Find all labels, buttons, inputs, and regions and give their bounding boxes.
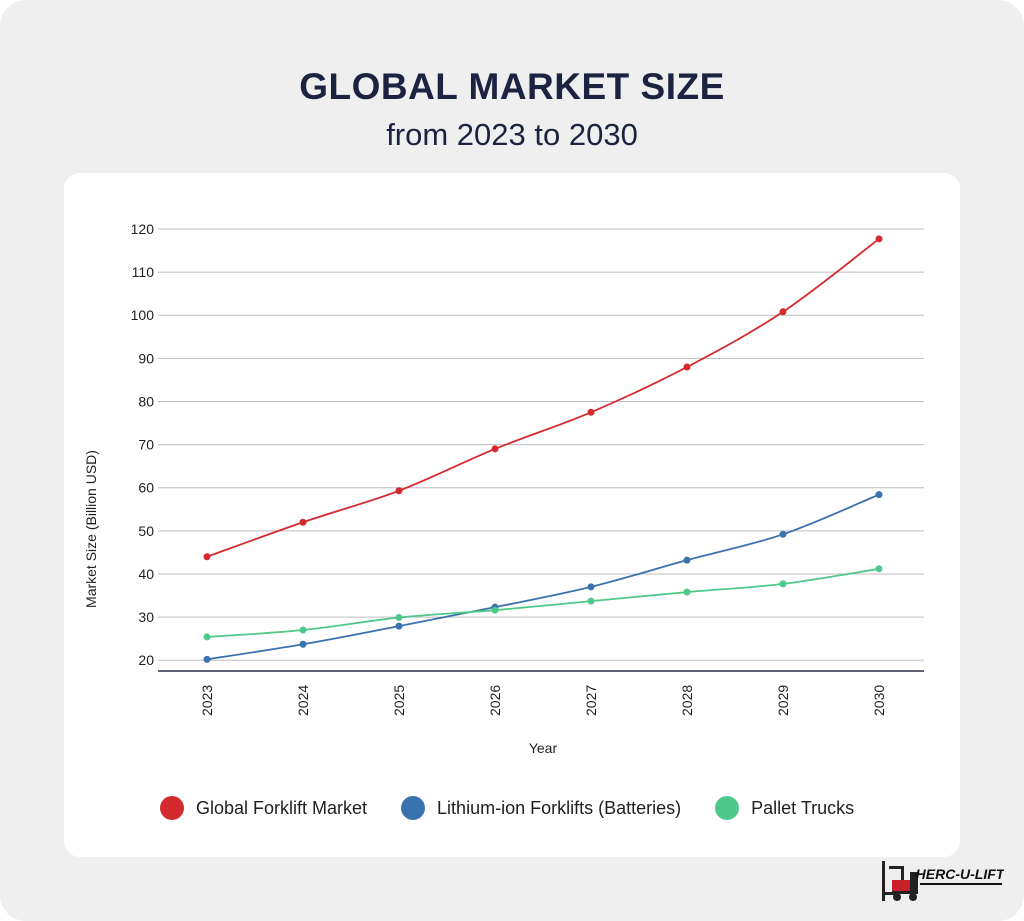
x-tick-label: 2024 — [295, 685, 311, 716]
y-tick-label: 20 — [138, 652, 154, 668]
data-point-global-forklift-market — [875, 235, 883, 243]
data-point-pallet-trucks — [683, 588, 691, 596]
y-tick-label: 90 — [138, 350, 154, 366]
herc-u-lift-logo: HERC-U-LIFT — [882, 861, 1004, 901]
data-point-lithium-ion-forklifts-batteries — [683, 556, 691, 564]
y-tick-label: 80 — [138, 393, 154, 409]
data-point-global-forklift-market — [203, 553, 211, 561]
y-tick-label: 100 — [131, 307, 155, 323]
data-point-global-forklift-market — [395, 487, 403, 495]
data-point-pallet-trucks — [299, 626, 307, 634]
legend-label: Global Forklift Market — [196, 797, 368, 818]
y-tick-label: 70 — [138, 437, 154, 453]
legend-dot-lithium-ion — [401, 796, 426, 820]
chart-legend: Global Forklift Market Lithium-ion Forkl… — [160, 793, 888, 823]
data-point-global-forklift-market — [587, 408, 595, 416]
series-lines — [206, 238, 880, 661]
data-point-global-forklift-market — [491, 445, 499, 453]
data-point-global-forklift-market — [299, 518, 307, 526]
x-tick-label: 2030 — [871, 685, 887, 716]
legend-label: Lithium-ion Forklifts (Batteries) — [437, 797, 682, 818]
legend-dot-pallet-trucks — [715, 796, 740, 820]
x-axis-ticks: 2023 2024 2025 2026 2027 2028 2029 2030 — [199, 685, 887, 716]
y-axis-ticks: 20 30 40 50 60 70 80 90 100 110 120 — [131, 221, 155, 668]
y-tick-label: 30 — [138, 609, 154, 625]
data-point-global-forklift-market — [779, 308, 787, 316]
data-point-pallet-trucks — [395, 614, 403, 622]
y-tick-label: 40 — [138, 566, 154, 582]
data-point-pallet-trucks — [491, 606, 499, 614]
data-point-lithium-ion-forklifts-batteries — [299, 640, 307, 648]
data-point-lithium-ion-forklifts-batteries — [395, 622, 403, 630]
series-line-global-forklift-market — [206, 238, 880, 558]
y-tick-label: 120 — [131, 221, 155, 237]
data-point-pallet-trucks — [779, 580, 787, 588]
legend-item-global-forklift: Global Forklift Market — [160, 796, 367, 820]
x-tick-label: 2027 — [583, 685, 599, 716]
x-tick-label: 2026 — [487, 685, 503, 716]
logo-text: HERC-U-LIFT — [916, 866, 1004, 882]
data-point-global-forklift-market — [683, 363, 691, 371]
x-tick-label: 2029 — [775, 685, 791, 716]
legend-dot-global-forklift — [160, 796, 184, 820]
logo-underline — [920, 883, 1002, 885]
y-tick-label: 50 — [138, 523, 154, 539]
grid-lines — [158, 228, 924, 672]
data-point-lithium-ion-forklifts-batteries — [779, 530, 787, 538]
data-point-lithium-ion-forklifts-batteries — [587, 583, 595, 591]
data-point-pallet-trucks — [203, 633, 211, 641]
x-axis-label: Year — [529, 740, 558, 756]
x-tick-label: 2023 — [199, 685, 215, 716]
y-axis-label: Market Size (Billion USD) — [83, 450, 99, 608]
legend-item-pallet-trucks: Pallet Trucks — [715, 796, 854, 820]
series-line-pallet-trucks — [206, 567, 880, 638]
y-tick-label: 110 — [132, 264, 155, 280]
chart-card: 20 30 40 50 60 70 80 90 100 110 120 2023 2024 2025 20… — [64, 173, 960, 857]
legend-label: Pallet Trucks — [751, 797, 855, 818]
page-title: GLOBAL MARKET SIZE — [299, 66, 725, 107]
data-point-pallet-trucks — [875, 565, 883, 573]
y-tick-label: 60 — [138, 480, 154, 496]
data-point-lithium-ion-forklifts-batteries — [875, 491, 883, 499]
series-line-lithium-ion-forklifts-batteries — [206, 493, 880, 661]
x-tick-label: 2025 — [391, 685, 407, 716]
forklift-icon — [882, 861, 918, 901]
data-point-pallet-trucks — [587, 597, 595, 605]
page-subtitle: from 2023 to 2030 — [386, 117, 638, 152]
series-points — [203, 235, 883, 663]
legend-item-lithium-ion: Lithium-ion Forklifts (Batteries) — [401, 796, 681, 820]
data-point-lithium-ion-forklifts-batteries — [203, 655, 211, 663]
x-tick-label: 2028 — [679, 685, 695, 716]
